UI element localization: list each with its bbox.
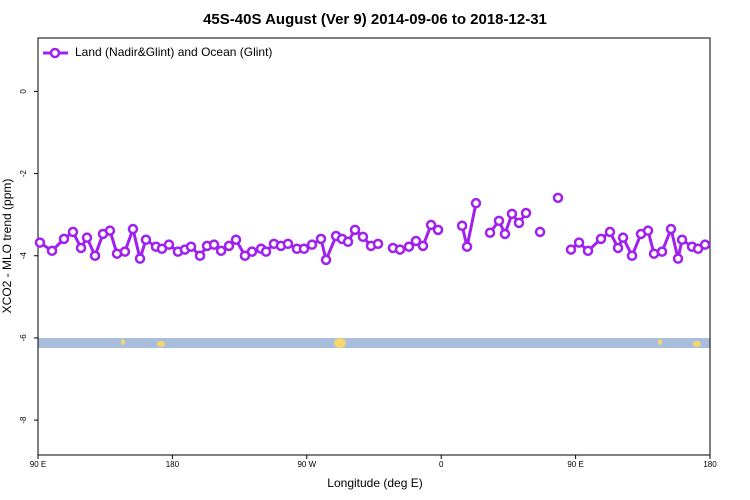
y-tick-label: 0: [19, 89, 28, 94]
data-point: [425, 219, 437, 231]
data-point: [403, 241, 415, 252]
data-point: [499, 228, 511, 240]
data-point: [534, 226, 546, 238]
data-point: [432, 224, 444, 236]
data-point: [320, 254, 332, 266]
y-tick-label: -2: [19, 169, 28, 177]
data-point: [648, 248, 660, 259]
data-point: [215, 245, 227, 257]
data-point: [573, 237, 585, 248]
data-point: [582, 245, 594, 257]
data-point: [513, 217, 525, 229]
chart-title: 45S-40S August (Ver 9) 2014-09-06 to 201…: [203, 11, 547, 28]
data-point: [642, 225, 654, 236]
data-point: [665, 223, 677, 235]
land: [658, 339, 662, 345]
data-point: [246, 246, 258, 257]
data-point: [604, 226, 616, 238]
data-point: [46, 245, 58, 257]
data-point: [298, 243, 310, 255]
land: [334, 338, 346, 348]
x-tick-label: 90 W: [297, 460, 316, 469]
data-point: [223, 240, 235, 252]
data-point: [672, 253, 684, 264]
data-point: [357, 231, 369, 243]
data-point: [81, 232, 93, 243]
data-point: [185, 241, 197, 252]
land: [121, 339, 125, 345]
y-tick-label: -4: [19, 252, 28, 260]
data-point: [626, 250, 638, 261]
x-tick-label: 0: [439, 460, 444, 469]
ocean-strip: [38, 338, 710, 348]
y-axis-label: XCO2 - MLO trend (ppm): [0, 179, 14, 314]
land: [157, 341, 165, 347]
data-point: [506, 208, 518, 220]
data-point: [394, 244, 406, 255]
x-tick-label: 90 E: [30, 460, 46, 469]
y-tick-label: -6: [19, 334, 28, 342]
data-point: [410, 235, 422, 247]
data-point: [127, 223, 139, 235]
data-point: [417, 240, 429, 252]
legend-marker: [49, 47, 61, 59]
land: [693, 341, 701, 347]
data-point: [456, 220, 468, 232]
data-point: [104, 225, 116, 236]
data-point: [552, 192, 564, 204]
x-tick-label: 180: [703, 460, 717, 469]
data-point: [349, 224, 361, 236]
data-point: [484, 227, 496, 238]
data-point: [306, 239, 318, 250]
data-point: [119, 246, 131, 257]
data-point: [520, 207, 532, 219]
data-point: [208, 239, 220, 250]
x-axis-label: Longitude (deg E): [327, 476, 422, 490]
y-tick-label: -8: [19, 416, 28, 424]
data-point: [656, 246, 668, 257]
data-point: [612, 242, 624, 254]
data-point: [595, 233, 607, 245]
data-point: [676, 234, 688, 245]
data-point: [163, 239, 175, 250]
data-point: [461, 241, 473, 252]
data-point: [617, 232, 629, 243]
data-point: [470, 197, 482, 209]
data-point: [260, 246, 272, 257]
data-point: [230, 234, 242, 245]
data-point: [67, 226, 79, 238]
data-point: [34, 237, 46, 248]
data-point: [565, 244, 577, 255]
data-point: [58, 233, 70, 245]
data-point: [342, 236, 354, 248]
data-point: [140, 234, 152, 245]
x-tick-label: 90 E: [567, 460, 583, 469]
data-point: [194, 250, 206, 261]
data-point: [372, 238, 384, 250]
land-ocean-strip: [38, 338, 710, 348]
data-point: [75, 242, 87, 254]
data-point: [315, 233, 327, 245]
data-point: [89, 250, 101, 261]
data-point: [282, 238, 294, 250]
legend-label: Land (Nadir&Glint) and Ocean (Glint): [75, 45, 272, 59]
data-point: [699, 239, 711, 250]
x-tick-label: 180: [166, 460, 180, 469]
data-point: [134, 253, 146, 264]
data-point: [493, 215, 505, 227]
